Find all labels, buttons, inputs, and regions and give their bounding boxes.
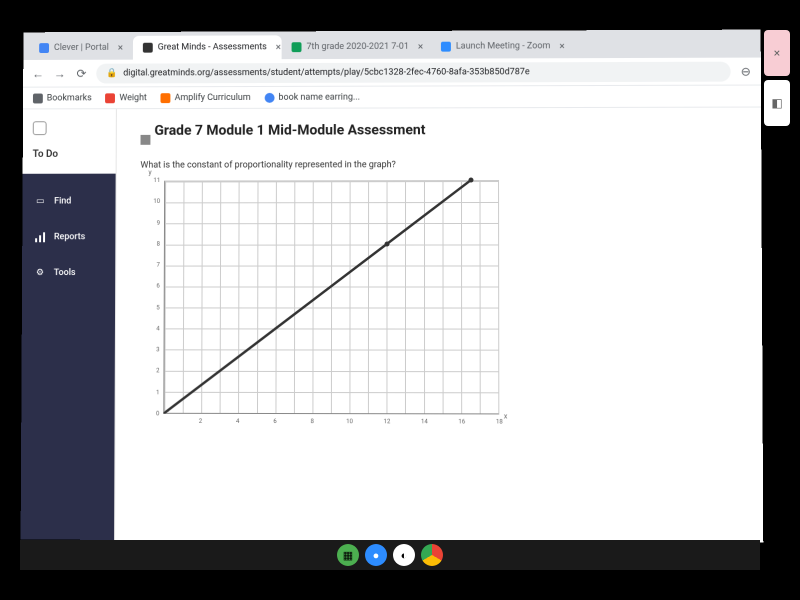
bookmark-item[interactable]: Weight [106, 93, 147, 103]
chart-point [385, 241, 390, 246]
tab-greatminds[interactable]: Great Minds - Assessments × [133, 35, 282, 59]
chart-line [163, 180, 499, 414]
sidebar: To Do ▭ Find Reports ⚙ Tools [21, 109, 117, 540]
taskbar-icon[interactable]: ▦ [337, 544, 359, 566]
favicon-classroom [292, 42, 302, 52]
bookmark-icon [265, 92, 275, 102]
breadcrumb: Grade 7 Module 1 Mid-Module Assessment [140, 122, 737, 157]
tab-clever[interactable]: Clever | Portal × [29, 36, 133, 60]
sidebar-item-reports[interactable]: Reports [22, 219, 115, 255]
bookmark-item[interactable]: Amplify Curriculum [161, 92, 251, 102]
sidebar-item-tools[interactable]: ⚙ Tools [22, 255, 115, 291]
main-content: Grade 7 Module 1 Mid-Module Assessment W… [115, 108, 763, 543]
bookmark-label: book name earring... [278, 92, 360, 102]
sidebar-item-find[interactable]: ▭ Find [22, 184, 115, 220]
bookmark-item[interactable]: Bookmarks [33, 93, 92, 103]
screen: Clever | Portal × Great Minds - Assessme… [21, 30, 764, 543]
bookmark-icon [33, 93, 43, 103]
sidebar-dark: ▭ Find Reports ⚙ Tools [21, 174, 116, 540]
taskbar-icon[interactable]: ◐ [393, 544, 415, 566]
page-title: Grade 7 Module 1 Mid-Module Assessment [154, 122, 425, 139]
favicon-zoom [441, 42, 451, 52]
taskbar-chrome-icon[interactable] [421, 544, 443, 566]
back-icon[interactable]: ← [31, 66, 45, 80]
sidebar-todo[interactable]: To Do [23, 145, 116, 174]
forward-icon[interactable]: → [53, 66, 67, 80]
tab-label: Great Minds - Assessments [158, 42, 267, 52]
reports-icon [34, 231, 46, 243]
os-taskbar: ▦ ● ◐ [20, 540, 760, 570]
tab-label: Launch Meeting - Zoom [456, 41, 551, 51]
proportionality-chart: y x 11 10 9 8 7 6 5 4 3 2 [139, 180, 499, 431]
tab-label: 7th grade 2020-2021 7-01 [306, 42, 408, 52]
content-area: To Do ▭ Find Reports ⚙ Tools [21, 108, 764, 543]
document-icon [141, 135, 151, 145]
favicon-clever [39, 43, 49, 53]
sidebar-top [23, 115, 116, 145]
bookmark-icon [161, 93, 171, 103]
url-text: digital.greatminds.org/assessments/stude… [123, 67, 529, 78]
tab-label: Clever | Portal [54, 43, 109, 53]
tools-icon: ⚙ [34, 267, 46, 279]
tab-7thgrade[interactable]: 7th grade 2020-2021 7-01 × [282, 35, 431, 59]
address-bar: ← → ⟳ 🔒 digital.greatminds.org/assessmen… [23, 58, 761, 88]
y-axis-label: y [148, 169, 151, 177]
favicon-greatminds [143, 43, 153, 53]
x-axis-ticks: 2 4 6 8 10 12 14 16 18 [163, 416, 499, 431]
browser-tabbar: Clever | Portal × Great Minds - Assessme… [23, 30, 760, 60]
find-icon: ▭ [34, 196, 46, 208]
bookmark-label: Weight [119, 93, 147, 103]
bookmark-item[interactable]: book name earring... [265, 92, 361, 102]
side-tab[interactable]: ◧ [764, 80, 790, 126]
extension-icon[interactable]: ⊖ [739, 64, 753, 78]
question-text: What is the constant of proportionality … [140, 160, 737, 171]
x-axis-label: x [504, 412, 508, 420]
bookmark-label: Amplify Curriculum [175, 92, 251, 102]
tab-zoom[interactable]: Launch Meeting - Zoom × [431, 34, 575, 58]
chart-point [468, 178, 473, 183]
home-icon[interactable] [33, 121, 47, 135]
side-panel-tabs: × ◧ [764, 30, 790, 126]
bookmarks-bar: Bookmarks Weight Amplify Curriculum book… [23, 86, 761, 110]
url-input[interactable]: 🔒 digital.greatminds.org/assessments/stu… [96, 61, 730, 83]
taskbar-zoom-icon[interactable]: ● [365, 544, 387, 566]
reload-icon[interactable]: ⟳ [75, 66, 89, 80]
lock-icon: 🔒 [106, 68, 117, 78]
sidebar-item-label: Reports [54, 232, 85, 242]
close-icon[interactable]: × [276, 42, 281, 53]
y-axis-ticks: 11 10 9 8 7 6 5 4 3 2 1 0 [139, 181, 162, 414]
side-tab-close[interactable]: × [764, 30, 790, 76]
bookmark-label: Bookmarks [47, 93, 92, 103]
sidebar-item-label: Find [54, 197, 71, 207]
bookmark-icon [106, 93, 116, 103]
close-icon[interactable]: × [418, 41, 423, 52]
sidebar-item-label: Tools [54, 268, 76, 278]
close-icon[interactable]: × [118, 42, 123, 53]
close-icon[interactable]: × [559, 41, 564, 52]
